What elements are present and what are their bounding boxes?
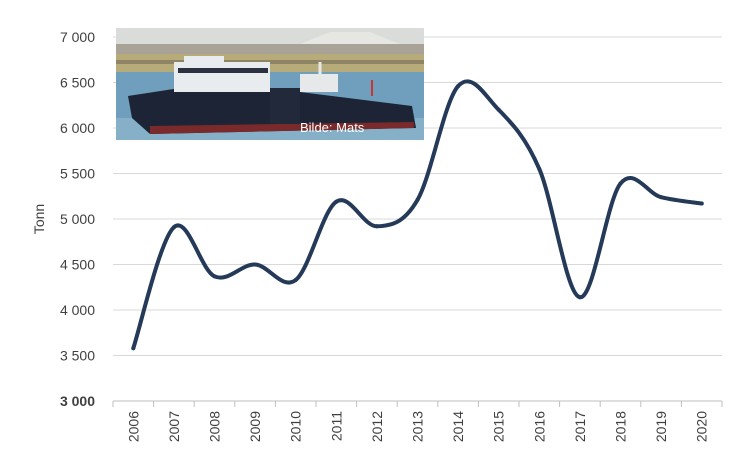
y-tick-label: 4 000 [60,302,95,318]
y-axis-title: Tonn [31,204,47,234]
data-point [659,195,664,200]
x-tick-label: 2012 [369,411,385,442]
y-tick-label: 3 500 [60,348,95,364]
data-point [618,181,623,186]
data-point [253,262,258,267]
data-point [171,225,176,230]
photo-caption: Bilde: Mats [300,120,365,135]
y-tick-label: 3 000 [60,393,95,409]
y-tick-label: 5 000 [60,211,95,227]
x-tick-label: 2018 [613,411,629,442]
y-tick-label: 6 000 [60,120,95,136]
y-tick-label: 4 500 [60,257,95,273]
x-tick-label: 2017 [572,411,588,442]
data-point [537,166,542,171]
x-tick-label: 2015 [491,411,507,442]
data-point [699,201,704,206]
data-point [212,274,217,279]
data-point [415,197,420,202]
x-tick-label: 2007 [166,411,182,442]
data-point [456,84,461,89]
y-axis: 3 000 3 500 4 000 4 500 5 000 5 500 6 000 6 500… [60,29,95,409]
vessel-photo: Bilde: Mats [116,28,424,140]
x-tick-label: 2013 [410,411,426,442]
x-axis: 2006 2007 2008 2009 2010 2011 2012 2013 2014 2015… [112,400,723,442]
data-point [293,277,298,282]
x-tick-label: 2008 [207,411,223,442]
data-point [577,295,582,300]
data-point [374,224,379,229]
data-point [496,107,501,112]
x-tick-label: 2014 [450,411,466,442]
y-tick-label: 6 500 [60,75,95,91]
y-tick-label: 5 500 [60,166,95,182]
x-tick-label: 2016 [531,411,547,442]
x-tick-label: 2011 [328,411,344,441]
x-tick-label: 2006 [125,411,141,442]
x-tick-label: 2010 [288,411,304,442]
x-tick-label: 2019 [653,411,669,442]
y-tick-label: 7 000 [60,29,95,45]
series-layer [131,79,704,351]
data-point [334,199,339,204]
x-tick-label: 2020 [694,411,710,442]
data-point [131,346,136,351]
x-tick-label: 2009 [247,411,263,442]
